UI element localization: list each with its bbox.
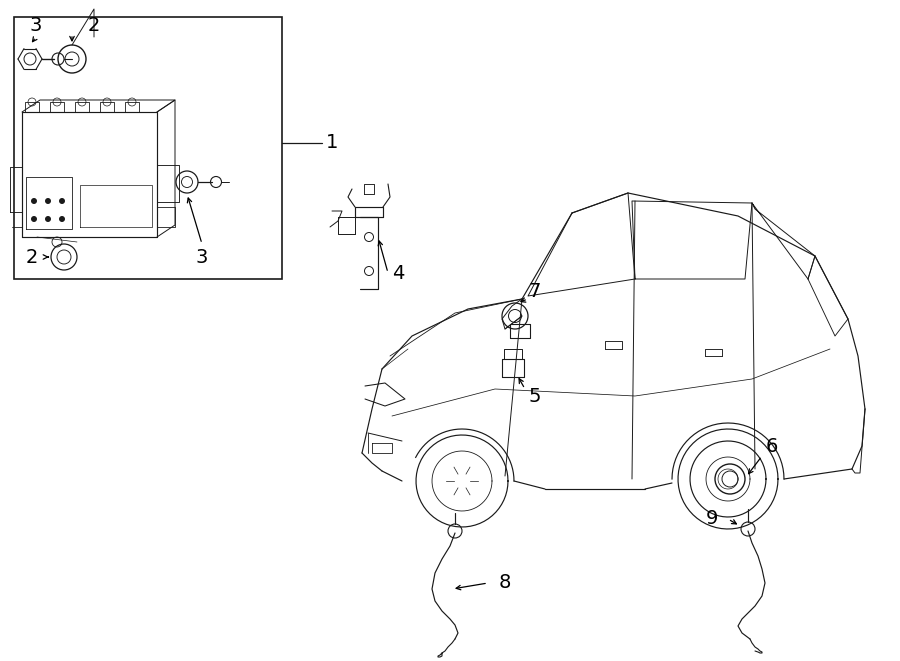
Circle shape <box>59 216 65 222</box>
Text: 5: 5 <box>529 387 541 405</box>
Circle shape <box>45 216 51 222</box>
Circle shape <box>59 198 65 204</box>
Text: 6: 6 <box>766 436 778 455</box>
Circle shape <box>45 198 51 204</box>
Bar <box>14 17 282 279</box>
Circle shape <box>31 216 37 222</box>
Text: 2: 2 <box>88 15 100 34</box>
Text: 1: 1 <box>326 134 338 152</box>
Text: 3: 3 <box>30 15 42 34</box>
Text: 2: 2 <box>26 247 38 266</box>
Text: 7: 7 <box>529 282 541 301</box>
Text: 4: 4 <box>392 264 404 282</box>
Text: 3: 3 <box>196 247 208 266</box>
Circle shape <box>31 198 37 204</box>
Text: 8: 8 <box>499 574 511 592</box>
Text: 9: 9 <box>706 510 718 529</box>
